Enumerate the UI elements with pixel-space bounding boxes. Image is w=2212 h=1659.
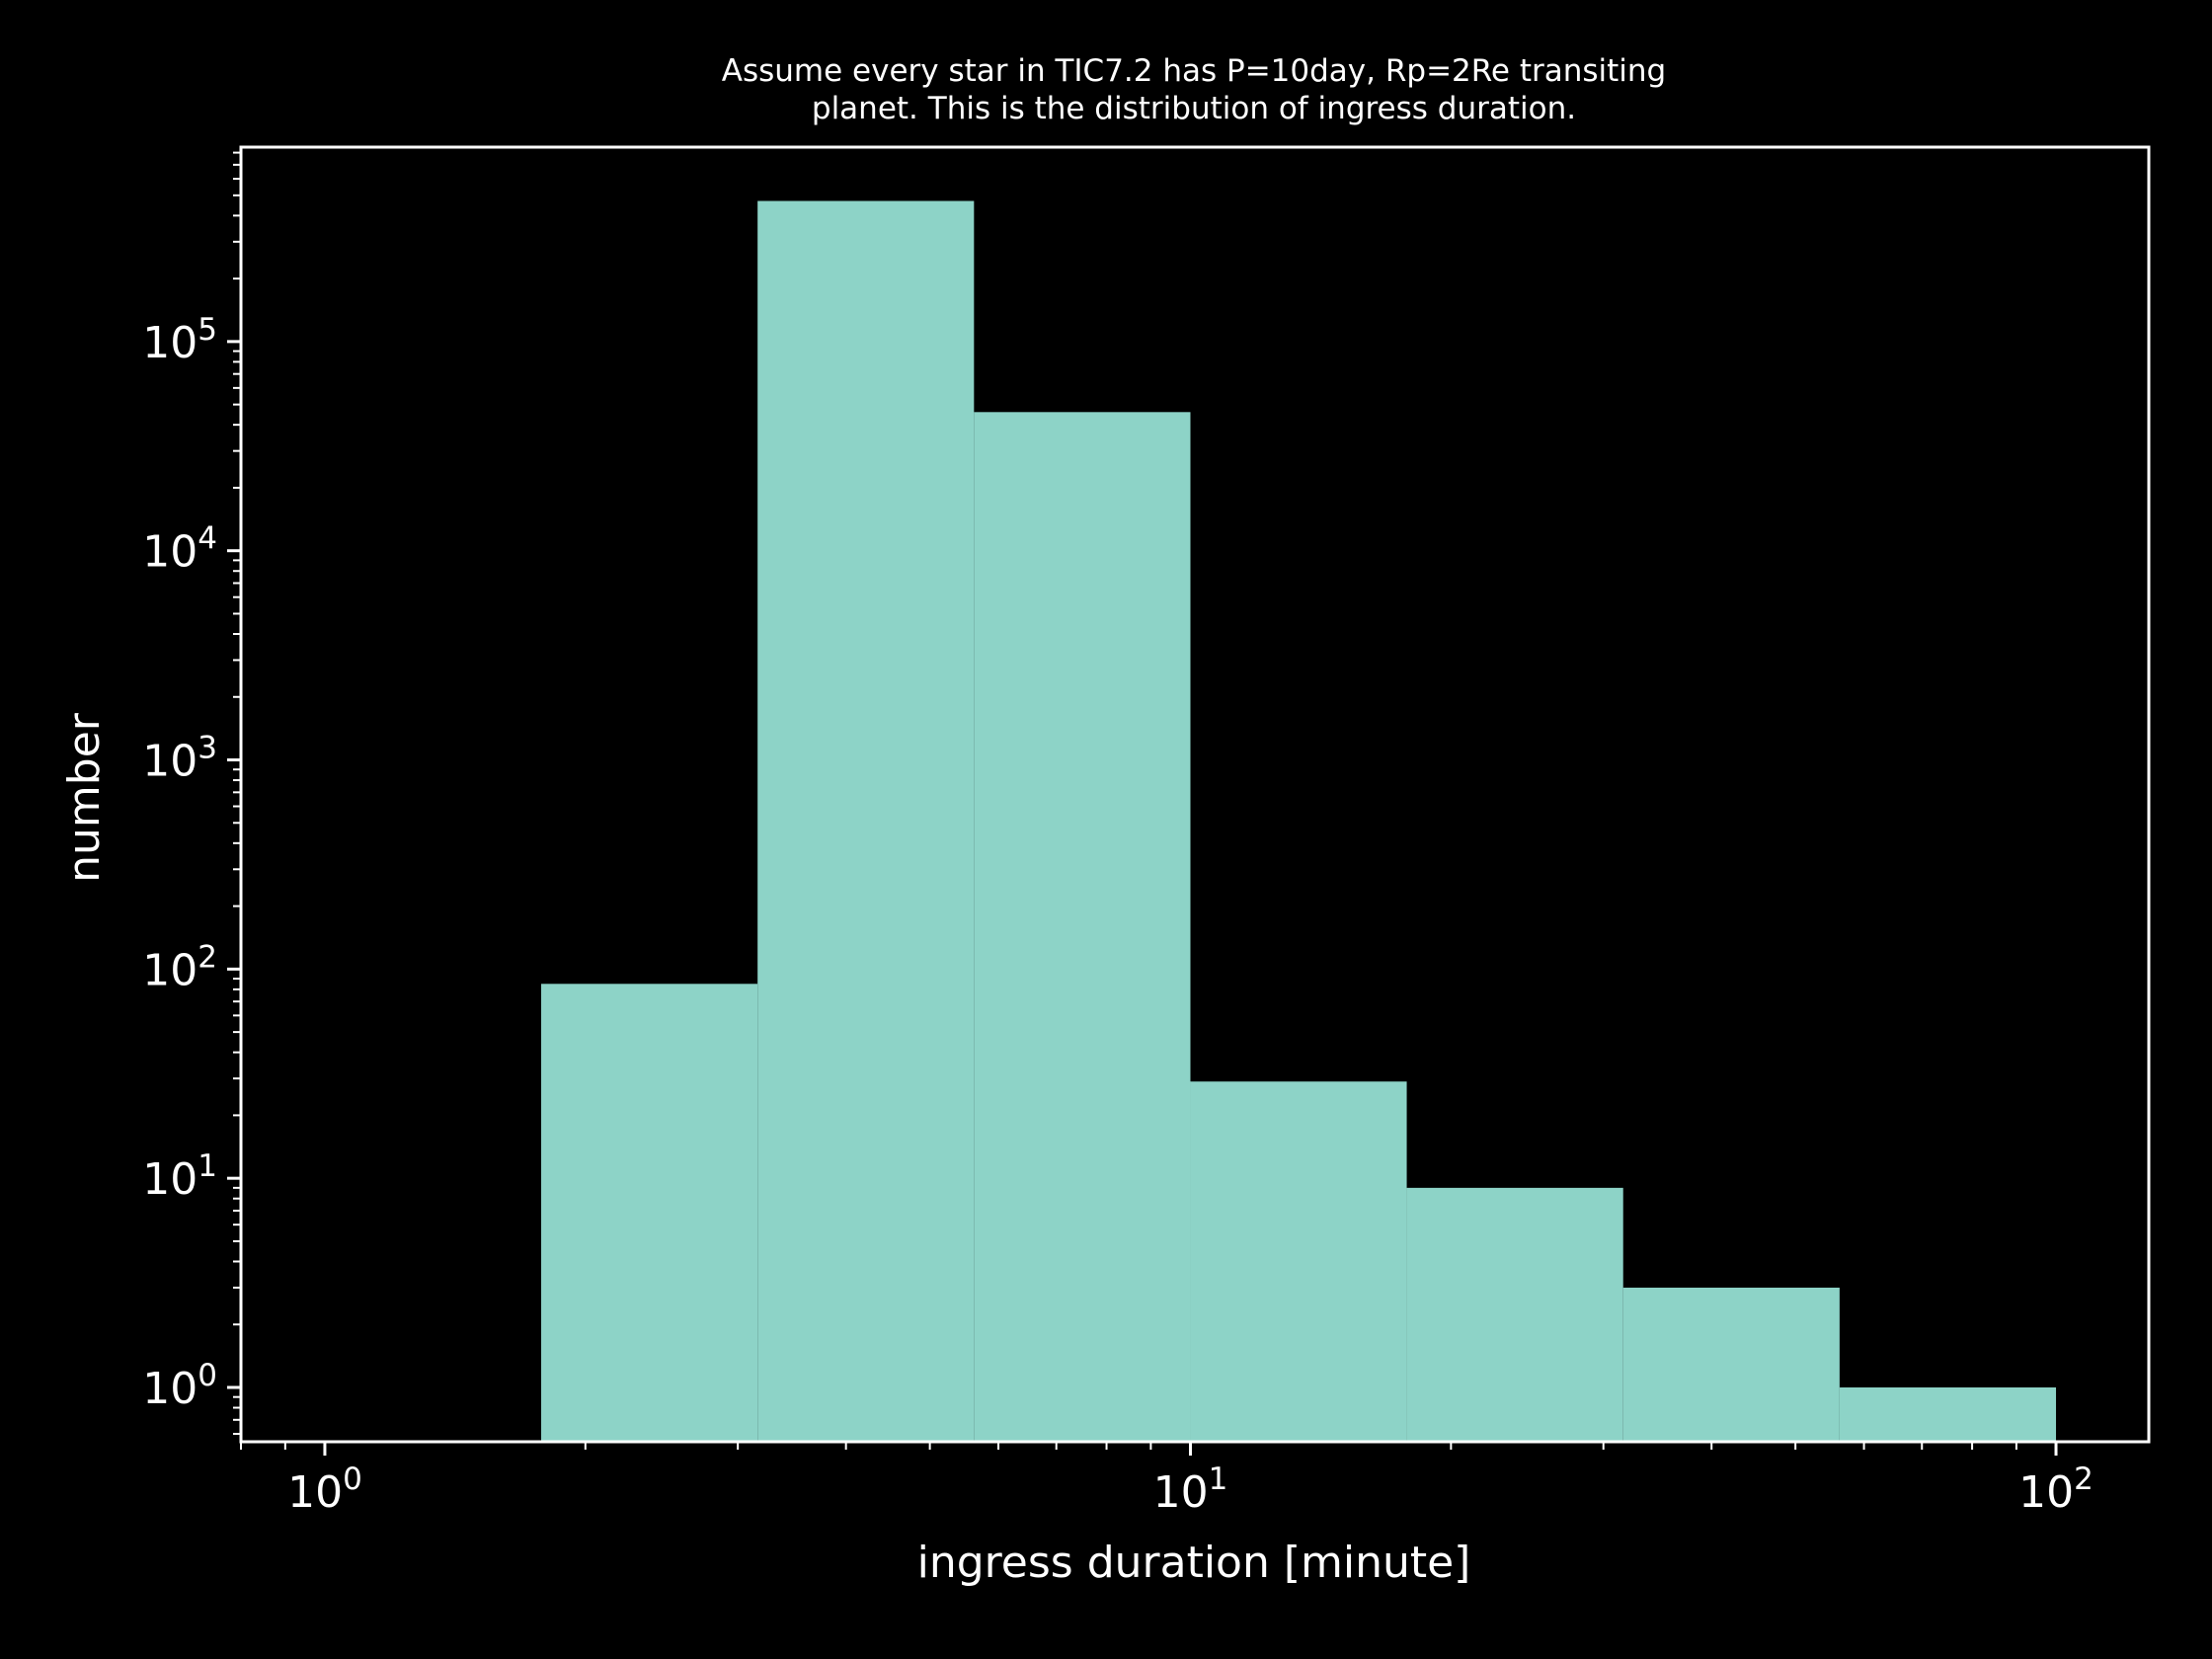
histogram-bar-1 bbox=[541, 984, 758, 1442]
y-tick-label-2: 101 bbox=[142, 1148, 217, 1205]
y-axis-label: number bbox=[59, 712, 110, 883]
histogram-bars bbox=[541, 200, 2057, 1442]
y-tick-label-6: 105 bbox=[142, 312, 217, 368]
plot-frame bbox=[239, 145, 2151, 1444]
histogram-bar-5 bbox=[1406, 1187, 1623, 1442]
x-tick-label-3: 102 bbox=[2018, 1462, 2094, 1518]
y-tick-label-1: 100 bbox=[142, 1358, 217, 1414]
x-tick-label-2: 101 bbox=[1153, 1462, 1228, 1518]
x-axis-label: ingress duration [minute] bbox=[917, 1538, 1471, 1588]
y-tick-label-3: 102 bbox=[142, 939, 217, 995]
histogram-bar-7 bbox=[1839, 1387, 2057, 1442]
y-tick-label-4: 103 bbox=[142, 731, 217, 787]
histogram-bar-4 bbox=[1190, 1081, 1407, 1442]
chart-title-line-1: Assume every star in TIC7.2 has P=10day,… bbox=[722, 53, 1667, 89]
y-tick-label-5: 104 bbox=[142, 521, 217, 578]
histogram-bar-3 bbox=[974, 412, 1191, 1442]
x-tick-label-1: 100 bbox=[287, 1462, 362, 1518]
histogram-bar-2 bbox=[757, 200, 975, 1442]
chart-title-line-2: planet. This is the distribution of ingr… bbox=[812, 91, 1576, 126]
histogram-bar-6 bbox=[1622, 1287, 1840, 1442]
